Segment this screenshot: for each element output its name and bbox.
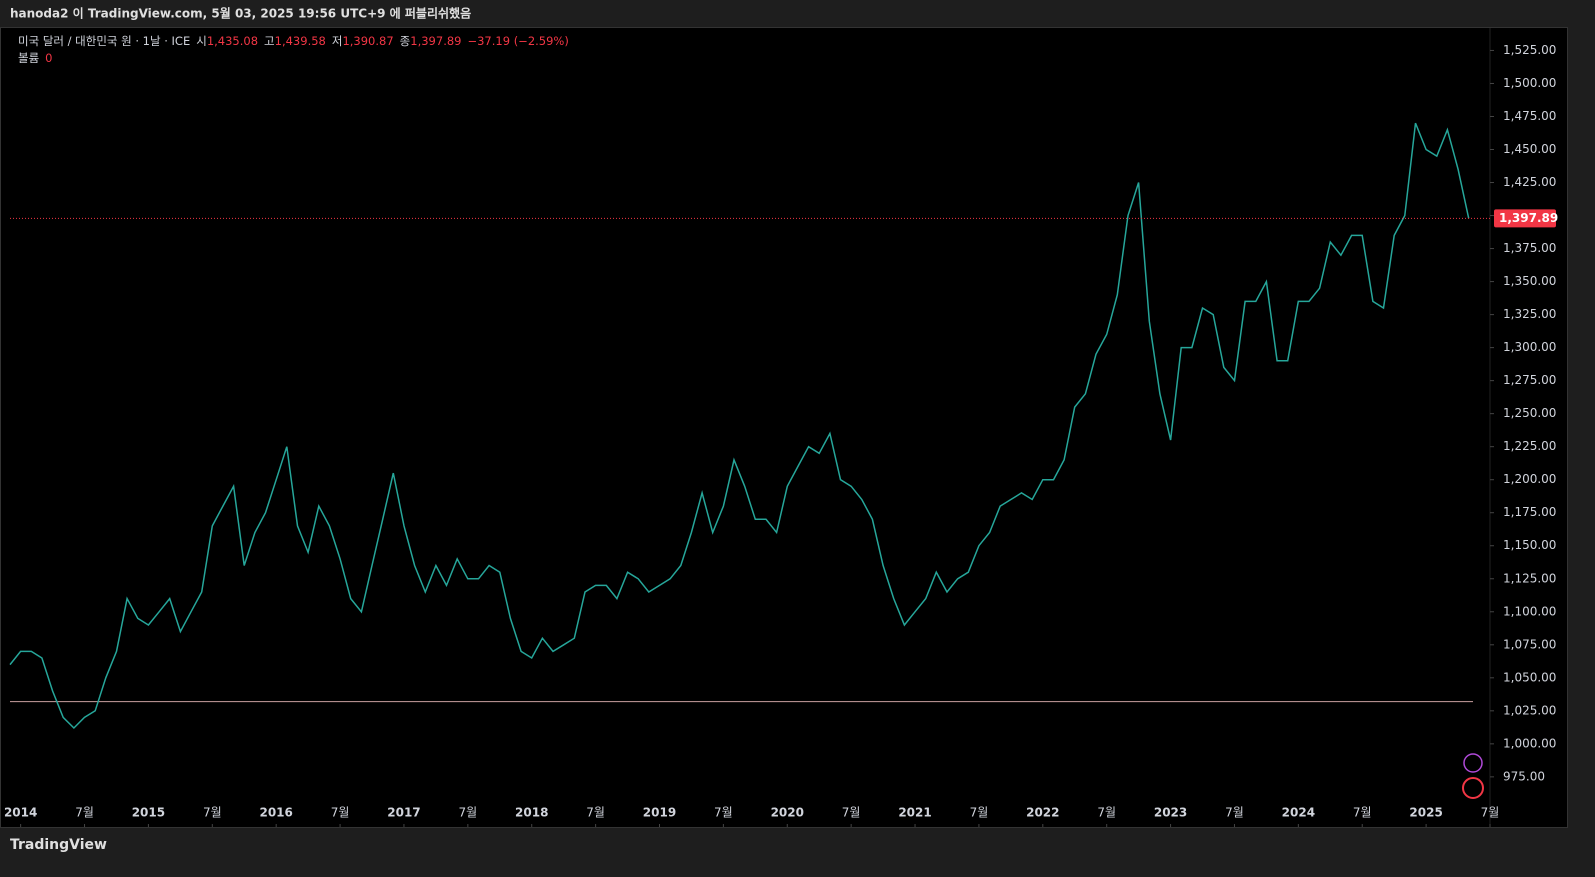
legend-close: 1,397.89 bbox=[410, 34, 461, 48]
x-tick-label: 2017 bbox=[387, 806, 420, 820]
y-tick-label: 1,175.00 bbox=[1503, 505, 1556, 519]
x-tick-label: 7월 bbox=[458, 806, 477, 820]
alert-icon[interactable] bbox=[1463, 753, 1483, 773]
x-tick-label: 7월 bbox=[203, 806, 222, 820]
x-tick-label: 2025 bbox=[1409, 806, 1442, 820]
volume-value: 0 bbox=[45, 51, 52, 65]
legend-high-label: 고 bbox=[264, 34, 275, 48]
y-tick-label: 1,500.00 bbox=[1503, 76, 1556, 90]
x-tick-label: 2014 bbox=[4, 806, 37, 820]
x-tick-label: 2016 bbox=[259, 806, 292, 820]
x-tick-label: 7월 bbox=[842, 806, 861, 820]
x-tick-label: 2018 bbox=[515, 806, 548, 820]
y-tick-label: 1,075.00 bbox=[1503, 637, 1556, 651]
volume-line: 볼륨 0 bbox=[18, 51, 53, 65]
price-line bbox=[9, 122, 1470, 730]
x-tick-label: 7월 bbox=[714, 806, 733, 820]
x-tick-label: 7월 bbox=[75, 806, 94, 820]
y-tick-label: 1,450.00 bbox=[1503, 142, 1556, 156]
x-tick-label: 7월 bbox=[970, 806, 989, 820]
chart-pane bbox=[0, 27, 1568, 828]
volume-label: 볼륨 bbox=[18, 51, 39, 65]
legend-close-label: 종 bbox=[400, 34, 411, 48]
y-tick-label: 1,050.00 bbox=[1503, 670, 1556, 684]
y-tick-label: 1,375.00 bbox=[1503, 241, 1556, 255]
x-tick-label: 2020 bbox=[771, 806, 804, 820]
x-tick-label: 7월 bbox=[1353, 806, 1372, 820]
legend-open-label: 시 bbox=[196, 34, 207, 48]
x-tick-label: 2019 bbox=[643, 806, 676, 820]
y-tick-label: 1,200.00 bbox=[1503, 472, 1556, 486]
y-tick-label: 975.00 bbox=[1503, 769, 1545, 783]
y-tick-label: 1,150.00 bbox=[1503, 538, 1556, 552]
x-tick-label: 7월 bbox=[1097, 806, 1116, 820]
y-tick-label: 1,425.00 bbox=[1503, 175, 1556, 189]
x-tick-label: 2021 bbox=[898, 806, 931, 820]
x-tick-label: 2024 bbox=[1282, 806, 1315, 820]
header-title: hanoda2 이 TradingView.com, 5월 03, 2025 1… bbox=[10, 6, 471, 21]
legend-high: 1,439.58 bbox=[275, 34, 326, 48]
x-tick-label: 7월 bbox=[1225, 806, 1244, 820]
y-tick-label: 1,325.00 bbox=[1503, 307, 1556, 321]
footer-brand: TradingView bbox=[10, 837, 107, 853]
last-price-label: 1,397.89 bbox=[1499, 211, 1558, 225]
x-tick-label: 7월 bbox=[1481, 806, 1500, 820]
y-tick-label: 1,350.00 bbox=[1503, 274, 1556, 288]
y-tick-label: 1,300.00 bbox=[1503, 340, 1556, 354]
legend-open: 1,435.08 bbox=[207, 34, 258, 48]
legend-symbol: 미국 달러 / 대한민국 원 · 1날 · ICE bbox=[18, 34, 190, 48]
y-tick-label: 1,125.00 bbox=[1503, 571, 1556, 585]
flag-icon[interactable] bbox=[1462, 777, 1484, 799]
x-tick-label: 2022 bbox=[1026, 806, 1059, 820]
x-tick-label: 7월 bbox=[586, 806, 605, 820]
x-tick-label: 7월 bbox=[331, 806, 350, 820]
y-tick-label: 1,225.00 bbox=[1503, 439, 1556, 453]
y-tick-label: 1,250.00 bbox=[1503, 406, 1556, 420]
last-price-box bbox=[1494, 209, 1556, 228]
x-tick-label: 2015 bbox=[132, 806, 165, 820]
y-tick-label: 1,475.00 bbox=[1503, 109, 1556, 123]
legend-low: 1,390.87 bbox=[342, 34, 393, 48]
y-tick-label: 1,025.00 bbox=[1503, 703, 1556, 717]
legend-low-label: 저 bbox=[332, 34, 343, 48]
y-tick-label: 1,525.00 bbox=[1503, 43, 1556, 57]
y-tick-label: 1,100.00 bbox=[1503, 604, 1556, 618]
legend-change: −37.19 (−2.59%) bbox=[467, 34, 568, 48]
y-tick-label: 1,275.00 bbox=[1503, 373, 1556, 387]
x-tick-label: 2023 bbox=[1154, 806, 1187, 820]
y-tick-label: 1,000.00 bbox=[1503, 736, 1556, 750]
legend-line: 미국 달러 / 대한민국 원 · 1날 · ICE 시1,435.08 고1,439… bbox=[18, 34, 569, 48]
